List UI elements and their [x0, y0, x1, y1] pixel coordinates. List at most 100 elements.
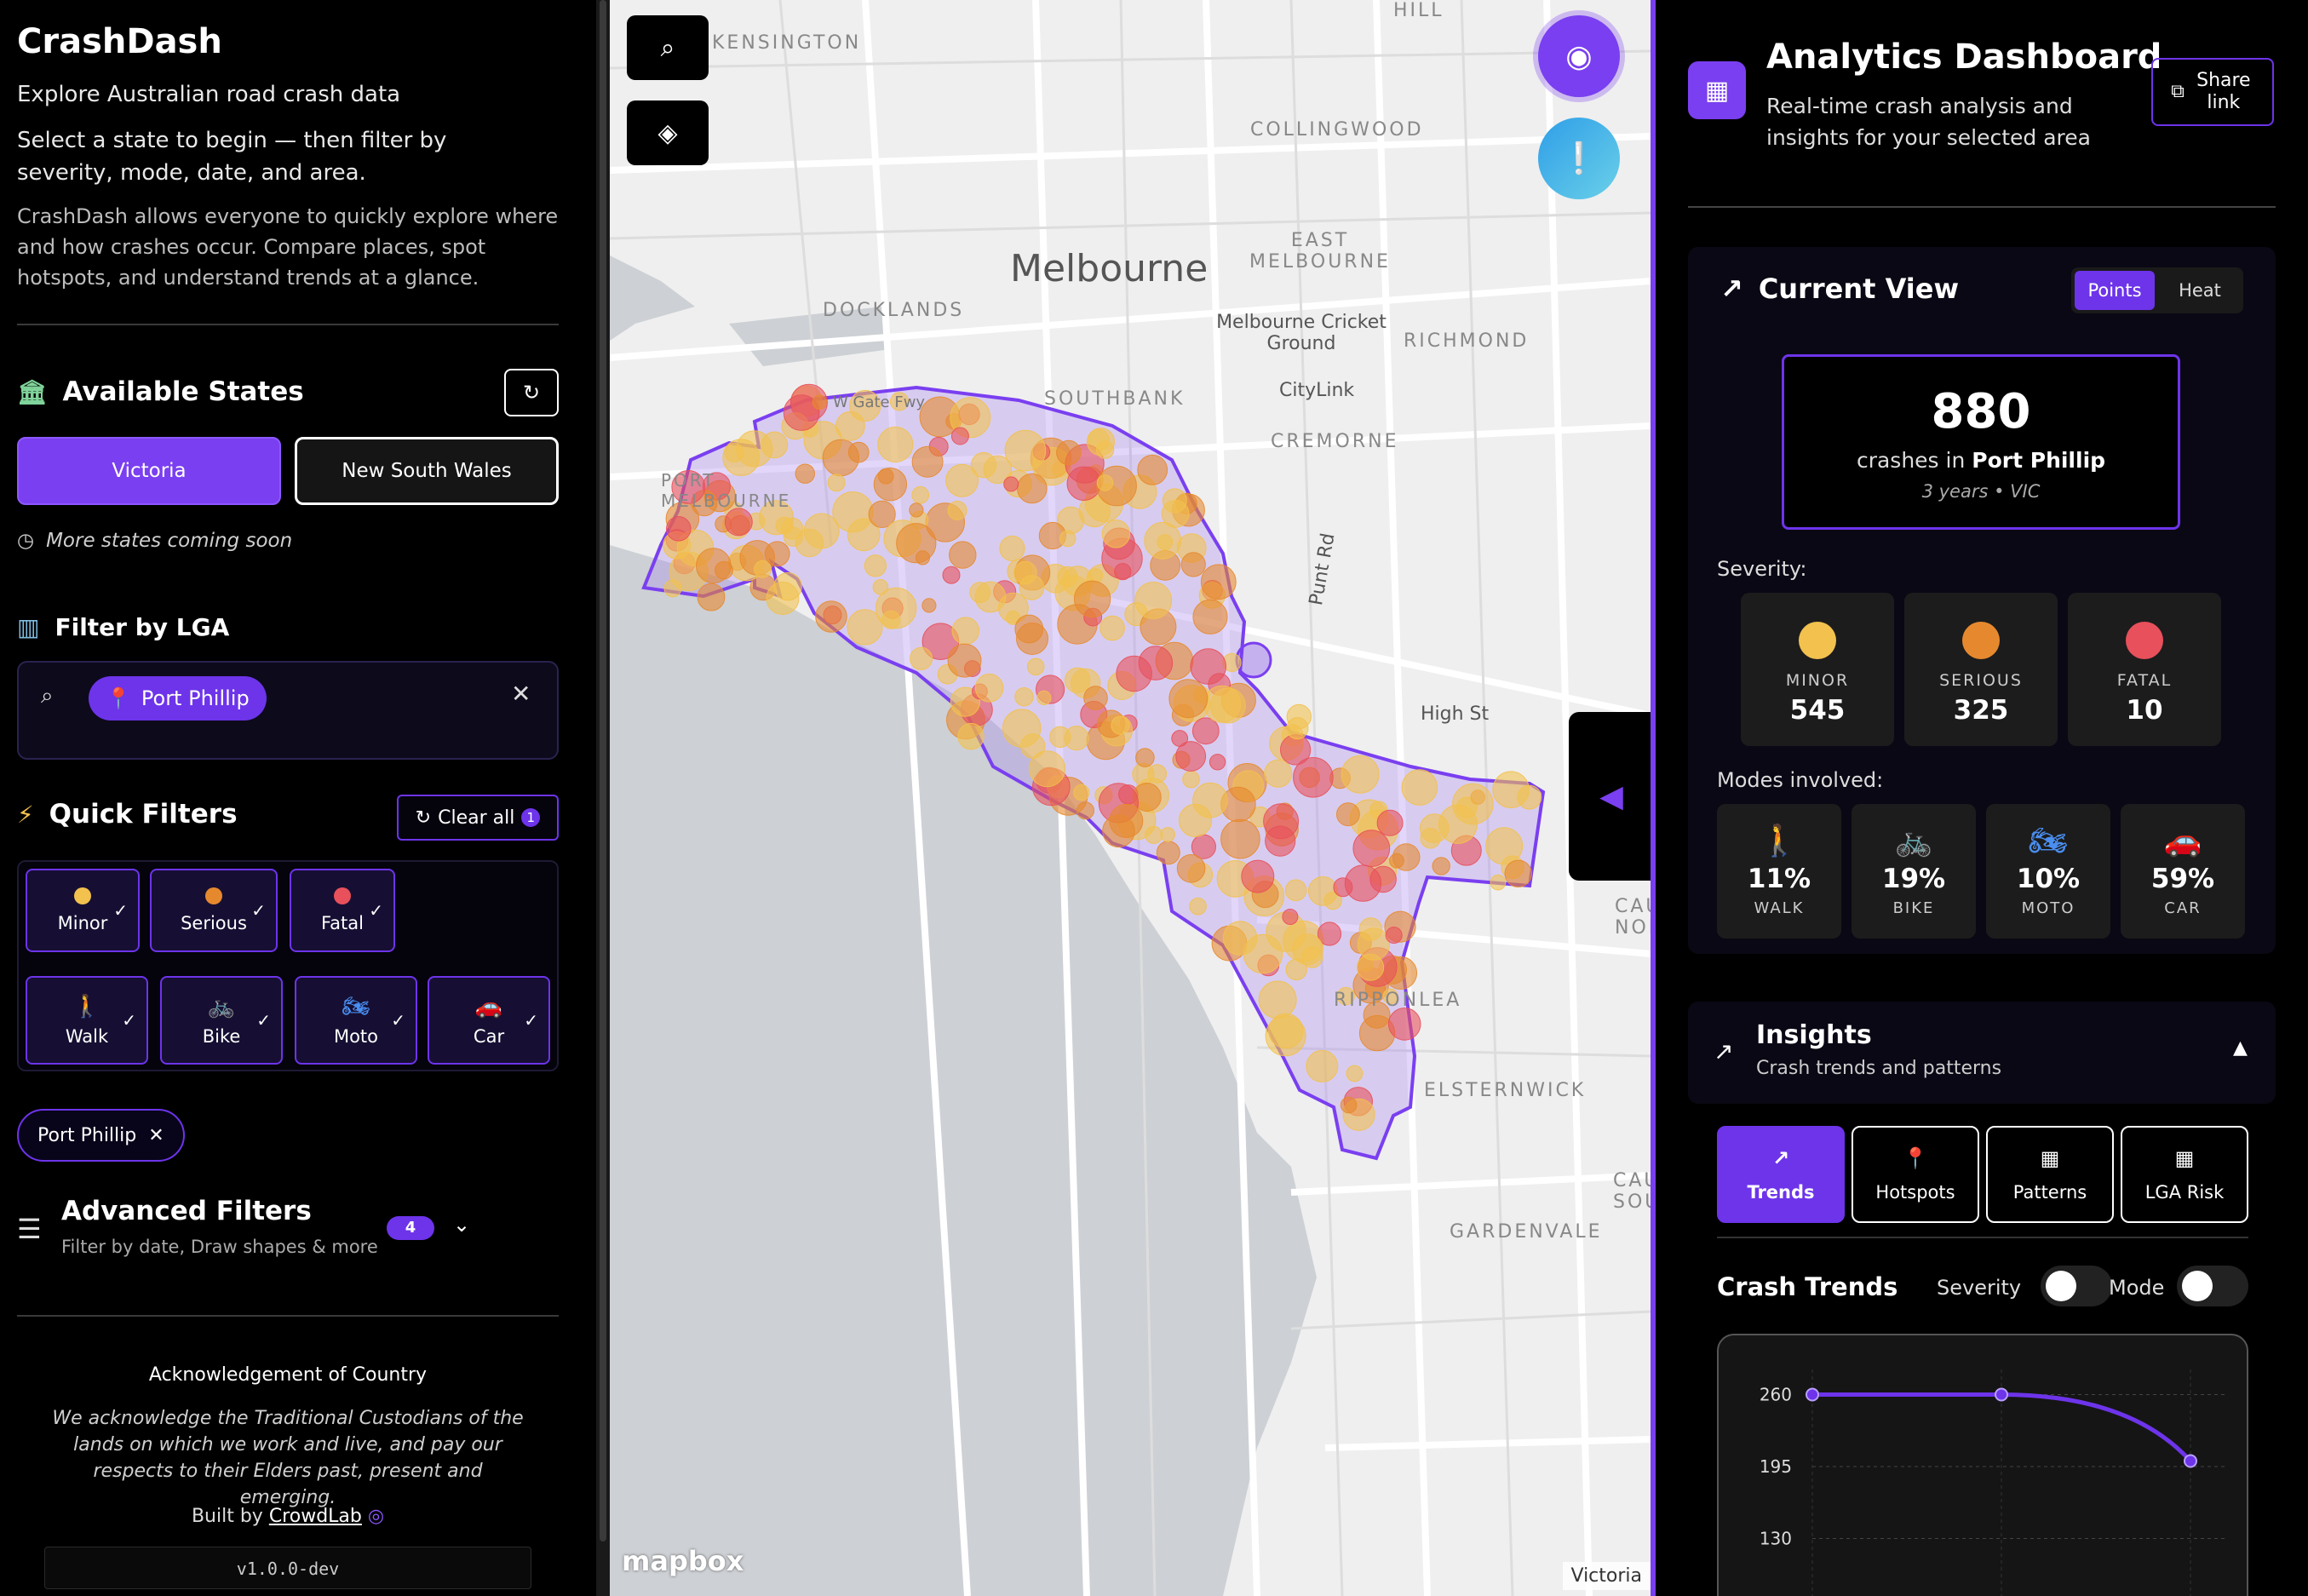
crash-point[interactable]: [999, 535, 1025, 562]
crash-point[interactable]: [1382, 988, 1398, 1005]
crash-point[interactable]: [910, 646, 933, 670]
crash-point[interactable]: [754, 560, 772, 578]
crash-point[interactable]: [1182, 770, 1200, 789]
crash-point[interactable]: [1341, 755, 1380, 794]
crash-point[interactable]: [1432, 857, 1450, 876]
crash-point[interactable]: [889, 392, 910, 411]
filter-walk[interactable]: 🚶 Walk ✓: [26, 976, 148, 1065]
filter-bike[interactable]: 🚲 Bike ✓: [160, 976, 283, 1065]
crash-point[interactable]: [942, 565, 961, 584]
crash-point[interactable]: [783, 394, 820, 431]
crash-point[interactable]: [1192, 599, 1228, 634]
crash-point[interactable]: [957, 722, 985, 750]
active-area-chip[interactable]: Port Phillip ✕: [17, 1109, 185, 1162]
crash-point[interactable]: [877, 426, 914, 463]
crash-point[interactable]: [1209, 754, 1226, 771]
crash-point[interactable]: [1056, 439, 1082, 466]
filter-car[interactable]: 🚗 Car ✓: [428, 976, 550, 1065]
clear-lga-icon[interactable]: ✕: [511, 680, 531, 708]
crash-point[interactable]: [722, 439, 761, 476]
crash-point[interactable]: [1241, 859, 1275, 893]
crash-point[interactable]: [1059, 530, 1076, 548]
tab-trends[interactable]: ↗ Trends: [1717, 1126, 1845, 1223]
crash-point[interactable]: [832, 491, 874, 533]
crash-point[interactable]: [1258, 980, 1297, 1019]
crash-point[interactable]: [1168, 679, 1209, 719]
crash-point[interactable]: [1083, 686, 1108, 710]
crash-point[interactable]: [1492, 771, 1530, 809]
crash-point[interactable]: [1307, 876, 1338, 906]
crash-point[interactable]: [1134, 582, 1173, 619]
crash-point[interactable]: [947, 500, 967, 520]
crash-point[interactable]: [803, 513, 840, 549]
lga-search-box[interactable]: ⌕ 📍 Port Phillip ✕: [17, 661, 559, 760]
crash-point[interactable]: [847, 441, 870, 463]
crash-point[interactable]: [724, 508, 753, 537]
crash-point[interactable]: [1057, 565, 1078, 588]
crash-point[interactable]: [1401, 769, 1438, 806]
crash-point[interactable]: [945, 463, 979, 497]
mapbox-logo[interactable]: mapbox: [622, 1545, 744, 1577]
crash-point[interactable]: [1065, 667, 1091, 693]
crash-point[interactable]: [1264, 759, 1293, 788]
reset-states-button[interactable]: ↻: [504, 369, 559, 416]
crash-point[interactable]: [1306, 1049, 1339, 1082]
crowdlab-link[interactable]: CrowdLab: [268, 1506, 362, 1527]
crash-point[interactable]: [1209, 687, 1246, 724]
crash-point[interactable]: [1137, 454, 1168, 485]
crash-point[interactable]: [1222, 921, 1258, 956]
crash-point[interactable]: [1014, 614, 1044, 644]
crash-point[interactable]: [1301, 946, 1323, 968]
chevron-down-icon[interactable]: ⌄: [453, 1213, 471, 1237]
crash-point[interactable]: [1162, 488, 1187, 514]
crash-point[interactable]: [835, 410, 865, 441]
crash-point[interactable]: [1263, 803, 1300, 840]
crash-point[interactable]: [1160, 827, 1176, 842]
crash-point[interactable]: [1003, 476, 1019, 492]
crash-point[interactable]: [1116, 655, 1152, 692]
crash-point[interactable]: [1504, 859, 1532, 888]
crash-point[interactable]: [1026, 657, 1045, 676]
crash-point[interactable]: [1073, 784, 1090, 801]
crash-point[interactable]: [1102, 814, 1135, 848]
crash-point[interactable]: [896, 523, 937, 564]
crash-point[interactable]: [1346, 1065, 1364, 1082]
map-layers-button[interactable]: ◈: [627, 100, 709, 165]
crash-point[interactable]: [815, 600, 847, 633]
crash-point[interactable]: [1135, 748, 1155, 767]
crash-point[interactable]: [1176, 854, 1206, 883]
crash-point[interactable]: [949, 541, 977, 569]
crash-point[interactable]: [868, 500, 896, 529]
advanced-filters-title[interactable]: Advanced Filters: [61, 1196, 312, 1226]
crash-point[interactable]: [911, 445, 944, 478]
trend-point[interactable]: [1806, 1387, 1819, 1402]
lga-chip[interactable]: 📍 Port Phillip: [89, 676, 267, 720]
state-button-nsw[interactable]: New South Wales: [295, 437, 559, 505]
crash-point[interactable]: [1385, 927, 1403, 944]
crash-point[interactable]: [1004, 429, 1047, 472]
filter-serious[interactable]: Serious ✓: [150, 869, 278, 952]
crash-point[interactable]: [1064, 726, 1089, 751]
tab-patterns[interactable]: ▦ Patterns: [1986, 1126, 2114, 1223]
crash-point[interactable]: [1014, 687, 1034, 707]
crash-point[interactable]: [970, 451, 997, 479]
crash-point[interactable]: [1358, 917, 1383, 941]
crash-point[interactable]: [1293, 757, 1334, 798]
crash-point[interactable]: [1191, 717, 1220, 745]
crash-point[interactable]: [1036, 690, 1052, 706]
crash-point[interactable]: [1019, 575, 1045, 600]
crash-point[interactable]: [1111, 715, 1130, 735]
crash-point[interactable]: [773, 572, 802, 601]
crash-point[interactable]: [909, 502, 924, 518]
crash-point[interactable]: [671, 470, 706, 504]
crash-point[interactable]: [1280, 734, 1312, 766]
crash-point[interactable]: [1268, 1013, 1304, 1049]
crash-point[interactable]: [974, 673, 1004, 703]
crash-point[interactable]: [1180, 552, 1206, 577]
crash-point[interactable]: [1087, 428, 1115, 456]
crash-point[interactable]: [950, 427, 969, 445]
filter-moto[interactable]: 🏍 Moto ✓: [295, 976, 417, 1065]
account-button[interactable]: ◉: [1538, 15, 1620, 97]
crash-point[interactable]: [847, 609, 883, 646]
crash-point[interactable]: [1438, 804, 1478, 844]
